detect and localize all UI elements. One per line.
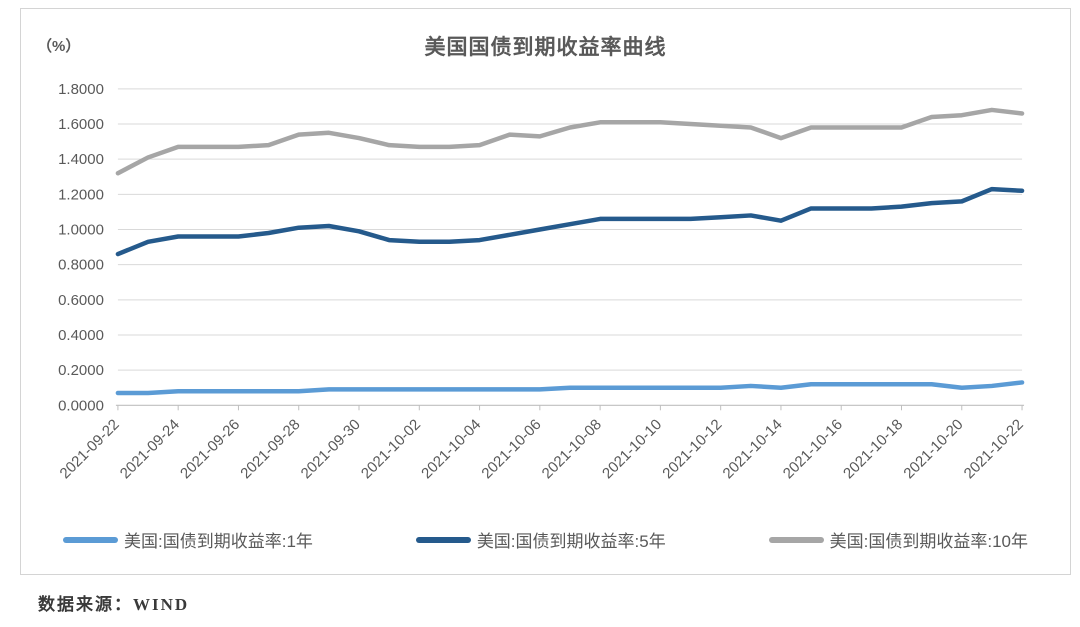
y-axis-tick-label: 0.0000 [58,397,104,414]
x-axis-tick-label: 2021-10-06 [478,416,544,482]
x-axis-tick-label: 2021-10-12 [659,416,725,482]
x-axis-tick-label: 2021-10-14 [720,416,786,482]
x-axis-tick-label: 2021-10-10 [599,416,665,482]
legend-line-swatch [768,536,824,543]
x-axis-tick-label: 2021-10-18 [840,416,906,482]
chart-legend: 美国:国债到期收益率:1年 美国:国债到期收益率:5年 美国:国债到期收益率:10年 [63,527,1028,552]
x-axis-tick-label: 2021-09-28 [237,416,303,482]
y-axis-tick-label: 0.6000 [58,292,104,309]
legend-label: 美国:国债到期收益率:5年 [476,532,666,551]
x-axis-tick-label: 2021-10-20 [900,416,966,482]
x-axis-tick-label: 2021-10-08 [539,416,605,482]
y-axis-tick-label: 1.0000 [58,221,104,238]
x-axis-tick-label: 2021-10-04 [418,416,484,482]
y-axis-unit-label: （%） [37,38,81,55]
legend-label: 美国:国债到期收益率:10年 [829,532,1028,551]
legend-item-1: 美国:国债到期收益率:5年 [415,527,666,552]
chart-title: 美国国债到期收益率曲线 [424,36,667,59]
y-axis-tick-label: 1.4000 [58,151,104,168]
legend-line-swatch [63,536,118,543]
x-axis-tick-label: 2021-10-02 [358,416,424,482]
x-axis-tick-label: 2021-09-22 [57,416,123,482]
x-axis-tick-label: 2021-10-22 [961,416,1027,482]
legend-label: 美国:国债到期收益率:1年 [124,532,313,551]
series-line-0 [115,380,1025,396]
y-axis-tick-label: 1.8000 [58,81,104,98]
series-line-1 [115,186,1025,257]
chart-plot-area: 0.0000 0.2000 0.4000 0.6000 0.8000 1.0000 1.20… [57,81,1027,482]
x-axis-tick-label: 2021-10-16 [780,416,846,482]
x-axis-tick-label: 2021-09-24 [117,416,183,482]
data-source-note: 数据来源：WIND [38,595,190,614]
x-axis-tick-label: 2021-09-30 [298,416,364,482]
legend-item-2: 美国:国债到期收益率:10年 [768,527,1028,552]
legend-line-swatch [415,536,471,543]
series-line-2 [115,107,1025,176]
chart-container: （%） 美国国债到期收益率曲线 0.0000 0.2000 0.4000 0.6000… [20,8,1071,575]
y-axis-tick-label: 0.4000 [58,327,104,344]
x-axis-tick-label: 2021-09-26 [177,416,243,482]
y-axis-tick-label: 1.6000 [58,116,104,133]
y-axis-tick-label: 0.2000 [58,362,104,379]
y-axis-tick-label: 0.8000 [58,257,104,274]
legend-item-0: 美国:国债到期收益率:1年 [63,527,313,552]
y-axis-tick-label: 1.2000 [58,186,104,203]
